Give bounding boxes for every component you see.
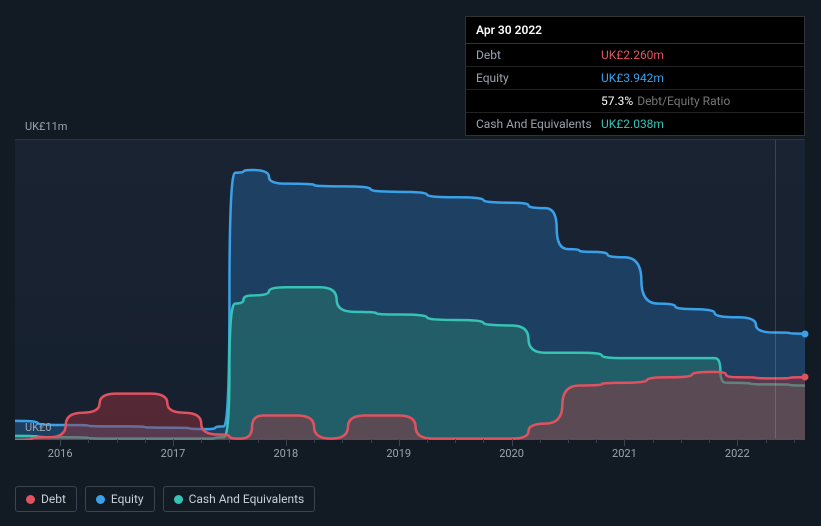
tooltip-row-value: UK£2.260m [601,48,664,62]
x-axis-tick [88,439,89,443]
x-axis-tick [286,439,287,446]
x-axis-tick [427,439,428,443]
x-axis-tick [117,439,118,443]
x-axis-tick [455,439,456,443]
plot-area[interactable]: UK£0 [15,139,805,439]
x-axis-tick [342,439,343,443]
tooltip-row-value: UK£3.942m [601,71,664,85]
tooltip-row: 57.3% Debt/Equity Ratio [466,90,804,113]
chart-svg [15,140,805,440]
legend-label: Debt [41,492,66,506]
x-axis-tick [653,439,654,443]
x-axis-tick [737,439,738,446]
legend-item[interactable]: Cash And Equivalents [163,486,316,512]
legend-label: Cash And Equivalents [189,492,305,506]
x-axis-label: 2019 [386,447,411,460]
x-axis: 2016 2017 2018 2019 2020 2021 2022 [15,447,805,467]
x-axis-tick [624,439,625,446]
legend-label: Equity [111,492,144,506]
x-axis-tick [483,439,484,443]
x-axis-tick [201,439,202,443]
y-axis-max-label: UK£11m [25,120,806,133]
tooltip-panel: Apr 30 2022 DebtUK£2.260mEquityUK£3.942m… [465,16,805,136]
x-axis-tick [173,439,174,446]
x-axis-label: 2020 [499,447,524,460]
x-axis-tick [60,439,61,446]
chart-container: UK£11m UK£0 2016 2017 2018 2019 2020 2021 2022 [15,120,806,467]
x-axis-tick [258,439,259,443]
x-axis-label: 2018 [273,447,298,460]
x-axis-label: 2021 [612,447,637,460]
x-axis-label: 2017 [161,447,186,460]
tooltip-row: EquityUK£3.942m [466,67,804,90]
x-axis-label: 2022 [725,447,750,460]
series-end-marker [802,330,809,337]
x-axis-tick [512,439,513,446]
tooltip-row: DebtUK£2.260m [466,44,804,67]
legend-item[interactable]: Equity [85,486,155,512]
legend-item[interactable]: Debt [15,486,77,512]
legend-dot [26,495,35,504]
x-axis-tick [766,439,767,443]
x-axis-tick [145,439,146,443]
x-axis-tick [709,439,710,443]
tooltip-date: Apr 30 2022 [466,17,804,44]
tooltip-row-suffix: Debt/Equity Ratio [637,94,730,108]
series-end-marker [802,374,809,381]
legend: Debt Equity Cash And Equivalents [15,486,315,512]
legend-dot [174,495,183,504]
x-axis-tick [229,439,230,443]
x-axis-tick [540,439,541,443]
y-axis-min-label: UK£0 [25,421,52,434]
tooltip-row-label: Equity [476,71,601,85]
x-axis-tick [568,439,569,443]
legend-dot [96,495,105,504]
x-axis-tick [681,439,682,443]
tooltip-row-value: 57.3% [601,94,633,108]
x-axis-tick [314,439,315,443]
tooltip-row-label: Debt [476,48,601,62]
x-axis-tick [596,439,597,443]
x-axis-tick [371,439,372,443]
cursor-line [775,140,776,438]
x-axis-label: 2016 [48,447,73,460]
tooltip-row-label [476,94,601,108]
x-axis-tick [399,439,400,446]
x-axis-tick [794,439,795,443]
